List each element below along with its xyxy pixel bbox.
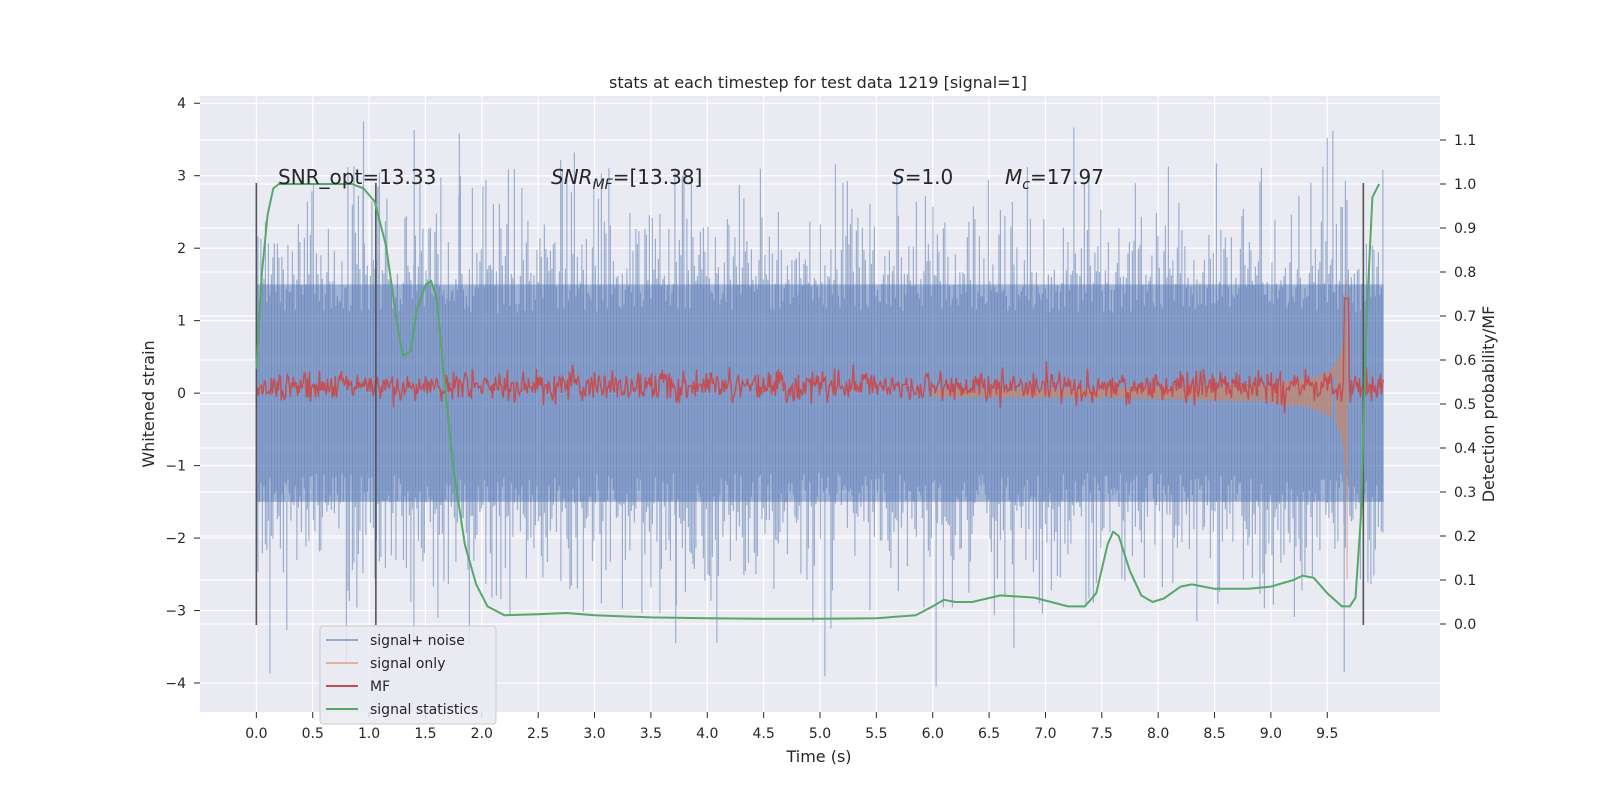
legend-label-signal-noise: signal+ noise: [370, 633, 465, 649]
legend-box: [319, 625, 497, 725]
y-tick-label: −3: [165, 604, 186, 620]
legend-label-mf: MF: [370, 679, 390, 695]
y-right-tick-label: 0.2: [1454, 529, 1476, 545]
mc-label: M: [1005, 165, 1022, 189]
x-tick-label: 4.0: [696, 726, 718, 742]
y-tick-label: 4: [177, 96, 186, 112]
legend: signal+ noise signal only MF signal stat…: [319, 625, 497, 725]
y-axis-right-label: Detection probability/MF: [1479, 306, 1498, 503]
snr-mf-label: SNR: [551, 165, 593, 189]
y-right-tick-label: 0.8: [1454, 265, 1476, 281]
s-label: S: [892, 165, 905, 189]
y-right-tick-label: 1.1: [1454, 133, 1476, 149]
y-tick-label: −2: [165, 531, 186, 547]
y-right-tick-label: 0.4: [1454, 441, 1476, 457]
axis-ticks: 0.0 0.5 1.0 1.5 2.0 2.5 3.0 3.5 4.0 4.5 5.0 5.5 6.0 6…: [165, 96, 1476, 742]
annotation-s: S=1.0: [892, 165, 953, 189]
x-tick-label: 8.5: [1203, 726, 1225, 742]
x-tick-label: 5.0: [809, 726, 831, 742]
y-axis-label: Whitened strain: [139, 340, 158, 467]
x-tick-label: 0.0: [245, 726, 267, 742]
annotation-mc: Mc=17.97: [1005, 165, 1104, 193]
y-right-tick-label: 0.9: [1454, 221, 1476, 237]
x-tick-label: 5.5: [865, 726, 887, 742]
y-right-tick-label: 1.0: [1454, 177, 1476, 193]
x-tick-label: 6.5: [978, 726, 1000, 742]
mc-subscript: c: [1022, 177, 1030, 193]
y-tick-label: −1: [165, 459, 186, 475]
y-right-tick-label: 0.7: [1454, 309, 1476, 325]
y-right-tick-label: 0.3: [1454, 485, 1476, 501]
legend-label-signal-only: signal only: [370, 656, 445, 672]
x-tick-label: 3.5: [640, 726, 662, 742]
s-value: =1.0: [905, 165, 954, 189]
y-tick-label: 1: [177, 314, 186, 330]
x-tick-label: 8.0: [1147, 726, 1169, 742]
y-tick-label: 3: [177, 169, 186, 185]
x-tick-label: 7.0: [1034, 726, 1056, 742]
snr-mf-subscript: MF: [593, 177, 614, 193]
x-axis-label: Time (s): [785, 747, 851, 766]
legend-label-signal-statistics: signal statistics: [370, 702, 478, 718]
x-tick-label: 2.0: [471, 726, 493, 742]
annotation-snr-mf: SNRMF=[13.38]: [551, 165, 702, 193]
mc-value: =17.97: [1030, 165, 1104, 189]
signal-statistics-series: [255, 183, 1380, 620]
annotation-snr-opt: SNR_opt=13.33: [278, 165, 436, 189]
x-tick-label: 2.5: [527, 726, 549, 742]
y-right-tick-label: 0.1: [1454, 573, 1476, 589]
x-tick-label: 1.5: [414, 726, 436, 742]
x-tick-label: 6.0: [922, 726, 944, 742]
y-tick-label: −4: [165, 676, 186, 692]
signal-statistics-line: [255, 183, 1380, 620]
y-tick-label: 2: [177, 241, 186, 257]
x-tick-label: 3.0: [583, 726, 605, 742]
x-tick-label: 9.0: [1260, 726, 1282, 742]
y-right-tick-label: 0.6: [1454, 353, 1476, 369]
y-right-tick-label: 0.5: [1454, 397, 1476, 413]
snr-mf-value: =[13.38]: [613, 165, 703, 189]
chart-title: stats at each timestep for test data 121…: [609, 73, 1027, 92]
annotations: SNR_opt=13.33 SNRMF=[13.38] S=1.0 Mc=17.…: [278, 165, 1104, 193]
mf-series: [255, 297, 1385, 414]
x-tick-label: 1.0: [358, 726, 380, 742]
y-right-tick-label: 0.0: [1454, 617, 1476, 633]
x-tick-label: 0.5: [302, 726, 324, 742]
x-tick-label: 9.5: [1316, 726, 1338, 742]
y-tick-label: 0: [177, 386, 186, 402]
x-tick-label: 7.5: [1091, 726, 1113, 742]
x-tick-label: 4.5: [753, 726, 775, 742]
mf-line: [255, 297, 1385, 414]
